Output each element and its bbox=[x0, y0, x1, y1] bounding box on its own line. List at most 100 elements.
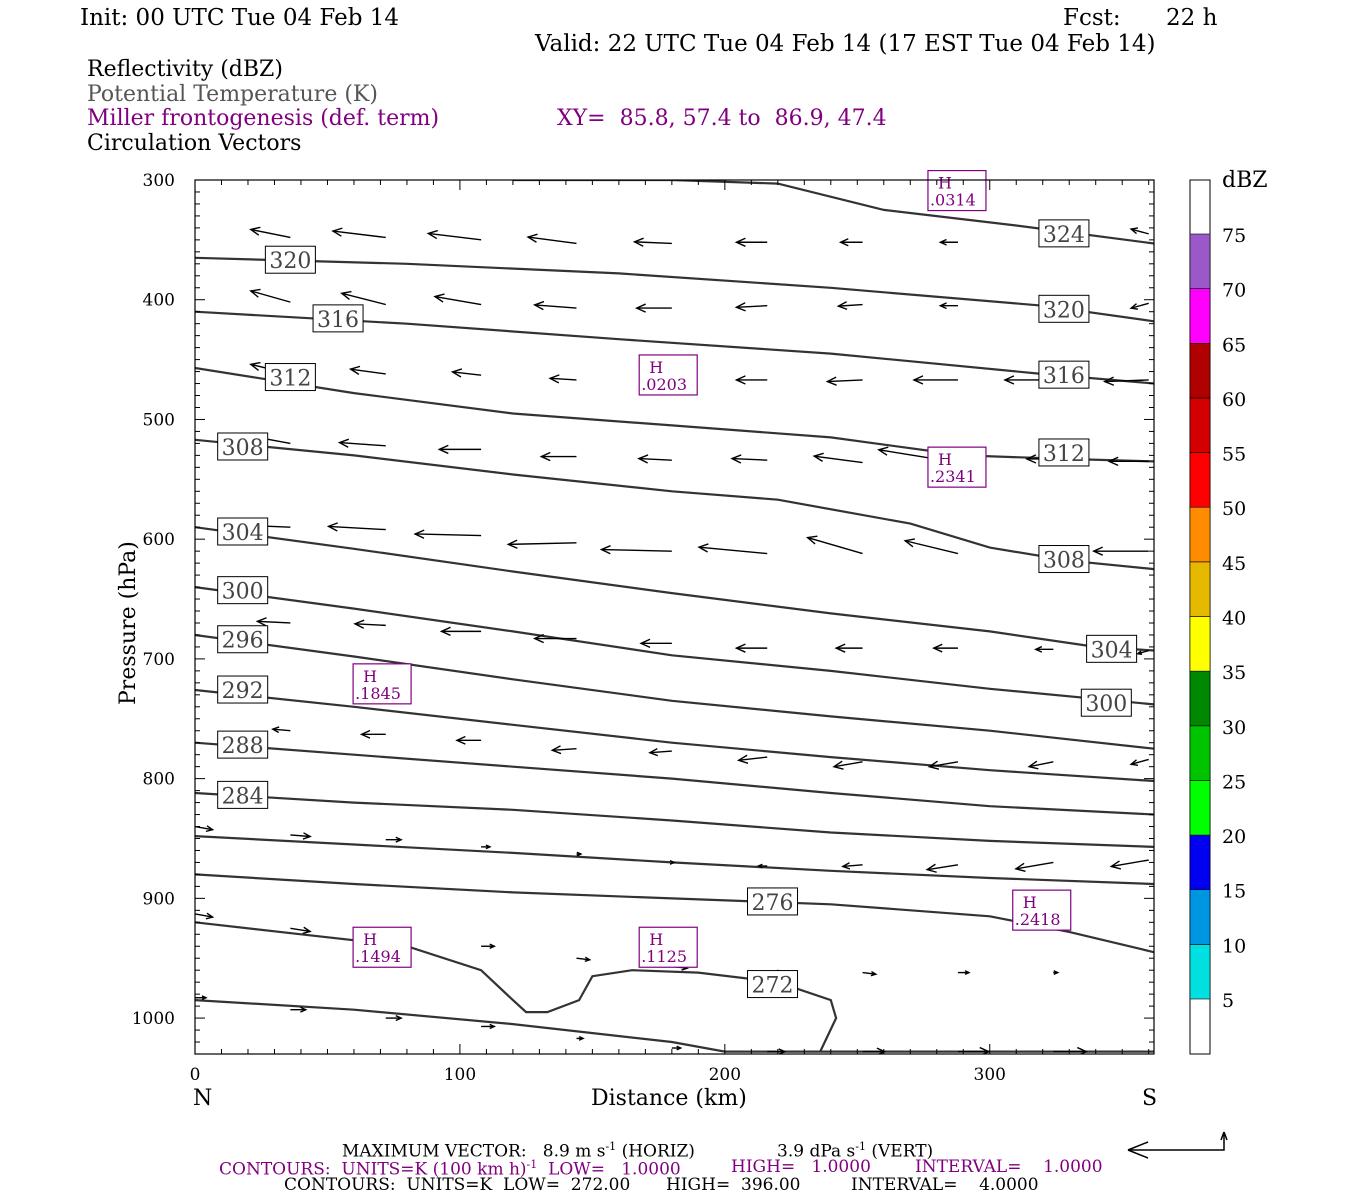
circulation-vector bbox=[576, 956, 592, 963]
circulation-vector bbox=[290, 1006, 308, 1013]
circulation-vector bbox=[841, 862, 863, 870]
circulation-vector bbox=[1034, 645, 1054, 653]
circulation-vector bbox=[903, 538, 959, 555]
circulation-vector bbox=[736, 754, 768, 764]
circulation-vector bbox=[359, 729, 386, 739]
circulation-vector bbox=[433, 293, 482, 306]
y-tick-label: 1000 bbox=[132, 1009, 175, 1029]
theta-contour-284 bbox=[195, 791, 1154, 848]
colorbar-tick-label: 20 bbox=[1222, 826, 1246, 848]
colorbar-swatch bbox=[1189, 288, 1211, 344]
colorbar-tick-label: 60 bbox=[1222, 389, 1246, 411]
init-time: Init: 00 UTC Tue 04 Feb 14 bbox=[80, 5, 400, 31]
theta-label: 296 bbox=[217, 625, 269, 654]
x-tick-label: 100 bbox=[444, 1065, 476, 1085]
circulation-vector bbox=[385, 1015, 403, 1022]
circulation-vector bbox=[539, 451, 577, 462]
circulation-vector bbox=[734, 375, 768, 385]
svg-text:.0314: .0314 bbox=[930, 191, 976, 210]
colorbar-swatch bbox=[1189, 616, 1211, 672]
circulation-vector bbox=[195, 912, 215, 920]
circulation-vector bbox=[255, 617, 291, 627]
circulation-vector bbox=[481, 1023, 497, 1030]
theta-contour-info: CONTOURS: UNITS=K LOW= 272.00 bbox=[284, 1175, 631, 1195]
frontogenesis-contour-info: CONTOURS: UNITS=K (100 km h)-1 LOW= 1.00… bbox=[219, 1158, 681, 1180]
circulation-vector bbox=[838, 238, 863, 247]
theta-contour-308 bbox=[195, 438, 1154, 571]
svg-text:H: H bbox=[938, 174, 952, 193]
colorbar-tick-label: 25 bbox=[1222, 771, 1246, 793]
svg-text:.1494: .1494 bbox=[355, 947, 401, 966]
colorbar-title: dBZ bbox=[1222, 168, 1268, 193]
svg-text:312: 312 bbox=[1043, 442, 1085, 467]
vectors-title: Circulation Vectors bbox=[87, 131, 302, 156]
svg-text:316: 316 bbox=[317, 308, 359, 333]
theta-label: 312 bbox=[264, 363, 316, 392]
circulation-vector bbox=[938, 302, 958, 310]
circulation-vector bbox=[730, 454, 768, 464]
circulation-vector bbox=[326, 522, 386, 532]
circulation-vector bbox=[526, 233, 577, 245]
svg-text:312: 312 bbox=[269, 367, 311, 392]
circulation-vector bbox=[734, 237, 768, 247]
theta-label: 308 bbox=[217, 432, 269, 461]
circulation-vector bbox=[439, 626, 482, 637]
frontogenesis-max: H.2418 bbox=[1012, 889, 1072, 931]
circulation-vector bbox=[450, 368, 482, 378]
theta-label: 304 bbox=[217, 517, 269, 546]
circulation-vector bbox=[548, 374, 577, 384]
circulation-vector bbox=[348, 365, 386, 375]
theta-label: 324 bbox=[1038, 219, 1090, 248]
south-label: S bbox=[1142, 1086, 1158, 1111]
colorbar-swatch bbox=[1189, 342, 1211, 399]
circulation-vector bbox=[637, 454, 672, 464]
colorbar-tick-label: 15 bbox=[1222, 881, 1246, 903]
circulation-vector bbox=[481, 943, 497, 949]
circulation-vector bbox=[437, 444, 482, 455]
svg-text:316: 316 bbox=[1043, 364, 1085, 389]
colorbar-swatch bbox=[1189, 725, 1211, 781]
circulation-vector bbox=[912, 375, 958, 385]
circulation-vector bbox=[532, 300, 577, 311]
frontogenesis-max: H.0203 bbox=[638, 354, 698, 396]
svg-text:H: H bbox=[363, 930, 377, 949]
theta-contour-304 bbox=[195, 526, 1154, 652]
circulation-vector bbox=[1102, 376, 1149, 386]
svg-text:320: 320 bbox=[269, 249, 311, 274]
theta-label: 320 bbox=[1038, 294, 1090, 323]
circulation-vector bbox=[1091, 546, 1149, 556]
theta-contour-300 bbox=[195, 586, 1154, 706]
circulation-vector bbox=[195, 825, 215, 833]
theta-label: 308 bbox=[1038, 545, 1090, 574]
circulation-vector bbox=[836, 301, 863, 311]
svg-text:304: 304 bbox=[1091, 638, 1133, 663]
theta-label: 300 bbox=[217, 576, 269, 605]
circulation-vector bbox=[634, 303, 672, 313]
circulation-vector bbox=[290, 832, 312, 840]
x-tick-label: 200 bbox=[709, 1065, 741, 1085]
circulation-vector bbox=[576, 1036, 585, 1041]
colorbar-tick-label: 35 bbox=[1222, 662, 1246, 684]
max-vector-vert: 3.9 dPa s-1 (VERT) bbox=[777, 1140, 934, 1162]
circulation-vector bbox=[1014, 861, 1054, 872]
colorbar-tick-label: 50 bbox=[1222, 498, 1246, 520]
frontogenesis-contour-high: HIGH= 1.0000 bbox=[731, 1157, 871, 1177]
y-tick-label: 900 bbox=[143, 889, 175, 909]
svg-text:.2341: .2341 bbox=[930, 467, 976, 486]
circulation-vector bbox=[337, 438, 386, 448]
colorbar-tick-label: 65 bbox=[1222, 334, 1246, 356]
svg-text:308: 308 bbox=[1043, 549, 1085, 574]
circulation-vector bbox=[413, 529, 482, 539]
frontogenesis-contour-interval: INTERVAL= 1.0000 bbox=[915, 1157, 1103, 1177]
colorbar-swatch bbox=[1189, 944, 1211, 1000]
colorbar-tick-label: 5 bbox=[1222, 990, 1234, 1012]
frontogenesis-max: H.1845 bbox=[352, 663, 412, 705]
colorbar-swatch bbox=[1189, 506, 1211, 563]
frontogenesis-max: H.0314 bbox=[927, 169, 987, 212]
colorbar-swatch bbox=[1189, 397, 1211, 453]
circulation-vector bbox=[1129, 758, 1149, 767]
circulation-vector bbox=[756, 863, 768, 869]
theta-label: 284 bbox=[217, 780, 269, 809]
colorbar-swatch bbox=[1189, 670, 1211, 727]
circulation-vector bbox=[550, 745, 577, 755]
